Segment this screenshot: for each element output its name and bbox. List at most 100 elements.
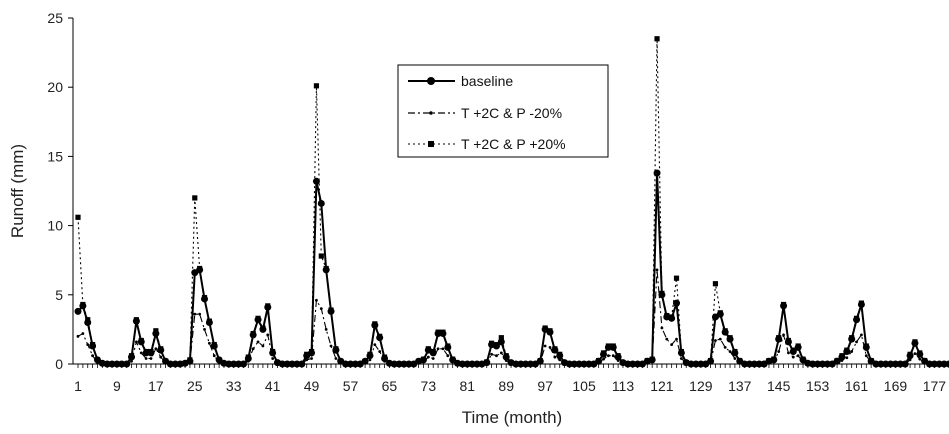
data-point — [556, 352, 564, 360]
data-point — [118, 360, 126, 368]
data-point — [400, 360, 408, 368]
data-point — [784, 338, 792, 346]
data-point — [166, 360, 174, 368]
data-point — [648, 356, 656, 364]
legend-marker-baseline — [427, 77, 435, 85]
data-point — [780, 302, 788, 310]
x-tick-label: 129 — [689, 378, 713, 394]
data-point — [103, 360, 111, 368]
data-point — [718, 337, 722, 341]
x-tick-label: 65 — [382, 378, 398, 394]
data-point — [499, 351, 503, 355]
data-point — [283, 360, 291, 368]
x-tick-label: 1 — [74, 378, 82, 394]
data-point — [585, 360, 593, 368]
data-point — [327, 307, 335, 315]
x-tick-label: 177 — [923, 378, 947, 394]
data-point — [132, 317, 140, 325]
data-point — [882, 360, 890, 368]
data-point — [157, 346, 165, 354]
data-point — [444, 343, 452, 351]
data-point — [361, 357, 369, 365]
data-point — [536, 357, 544, 365]
data-point — [431, 357, 435, 360]
data-point — [908, 358, 912, 362]
data-point — [945, 360, 949, 368]
data-point — [553, 355, 557, 359]
data-point — [707, 357, 715, 365]
data-point — [721, 328, 729, 336]
data-point — [130, 359, 133, 363]
data-point — [602, 357, 605, 361]
data-point — [225, 360, 233, 368]
data-point — [782, 333, 785, 337]
data-point — [329, 344, 333, 348]
data-point — [891, 360, 899, 368]
data-point — [728, 350, 732, 353]
data-point — [390, 360, 398, 368]
data-point — [149, 357, 153, 360]
y-tick-label: 20 — [47, 79, 63, 95]
data-point — [201, 295, 209, 303]
data-point — [458, 360, 466, 368]
data-point — [324, 328, 328, 331]
x-tick-label: 25 — [187, 378, 203, 394]
data-point — [319, 307, 323, 311]
x-tick-label: 57 — [343, 378, 359, 394]
y-tick-label: 0 — [55, 356, 63, 372]
data-point — [137, 338, 145, 346]
data-point — [916, 350, 924, 358]
data-point — [658, 291, 666, 299]
data-point — [419, 356, 427, 364]
data-point — [668, 314, 676, 322]
y-axis-title: Runoff (mm) — [8, 144, 27, 238]
data-point — [293, 360, 301, 368]
data-point — [171, 360, 179, 368]
data-point — [818, 360, 826, 368]
data-point — [93, 356, 101, 364]
data-point — [239, 360, 247, 368]
data-point — [665, 337, 669, 341]
data-point — [371, 321, 379, 329]
data-point — [84, 318, 92, 326]
data-point — [777, 350, 781, 353]
legend-label-plus20: T +2C & P +20% — [461, 136, 566, 152]
data-point — [877, 360, 885, 368]
data-point — [845, 356, 849, 360]
data-point — [512, 360, 520, 368]
x-axis-title: Time (month) — [462, 408, 562, 427]
data-point — [565, 360, 573, 368]
x-tick-label: 9 — [113, 378, 121, 394]
data-point — [310, 357, 313, 360]
x-ticks: 1 9 17 25 33 41 49 57 65 73 81 89 97 105 113 121 129 137 1… — [74, 364, 949, 394]
data-point — [395, 360, 403, 368]
data-point — [334, 357, 338, 360]
data-point — [670, 343, 674, 347]
data-point — [147, 349, 155, 357]
plot-area: 0 5 10 15 20 25 1 9 17 25 33 41 49 57 65 73 81 89 97 105 11… — [47, 10, 949, 394]
data-point — [864, 354, 868, 358]
x-tick-label: 113 — [612, 378, 635, 394]
data-point — [152, 330, 160, 338]
data-point — [269, 349, 277, 357]
data-point — [473, 360, 481, 368]
data-point — [687, 360, 695, 368]
data-point — [251, 347, 255, 351]
data-point — [741, 360, 749, 368]
data-point — [860, 333, 863, 337]
data-point — [91, 354, 94, 358]
data-point — [308, 349, 316, 357]
data-point — [838, 353, 846, 361]
data-point — [714, 339, 717, 342]
data-point — [449, 356, 457, 364]
data-point — [896, 360, 904, 368]
data-point — [193, 312, 197, 316]
x-tick-label: 145 — [767, 378, 791, 394]
data-point — [192, 195, 198, 201]
data-point — [570, 360, 578, 368]
data-point — [159, 355, 163, 359]
legend: baseline T +2C & P -20% T +2C & P +20% — [397, 64, 609, 158]
data-point — [196, 266, 204, 274]
data-point — [733, 357, 737, 360]
data-point — [492, 342, 500, 350]
